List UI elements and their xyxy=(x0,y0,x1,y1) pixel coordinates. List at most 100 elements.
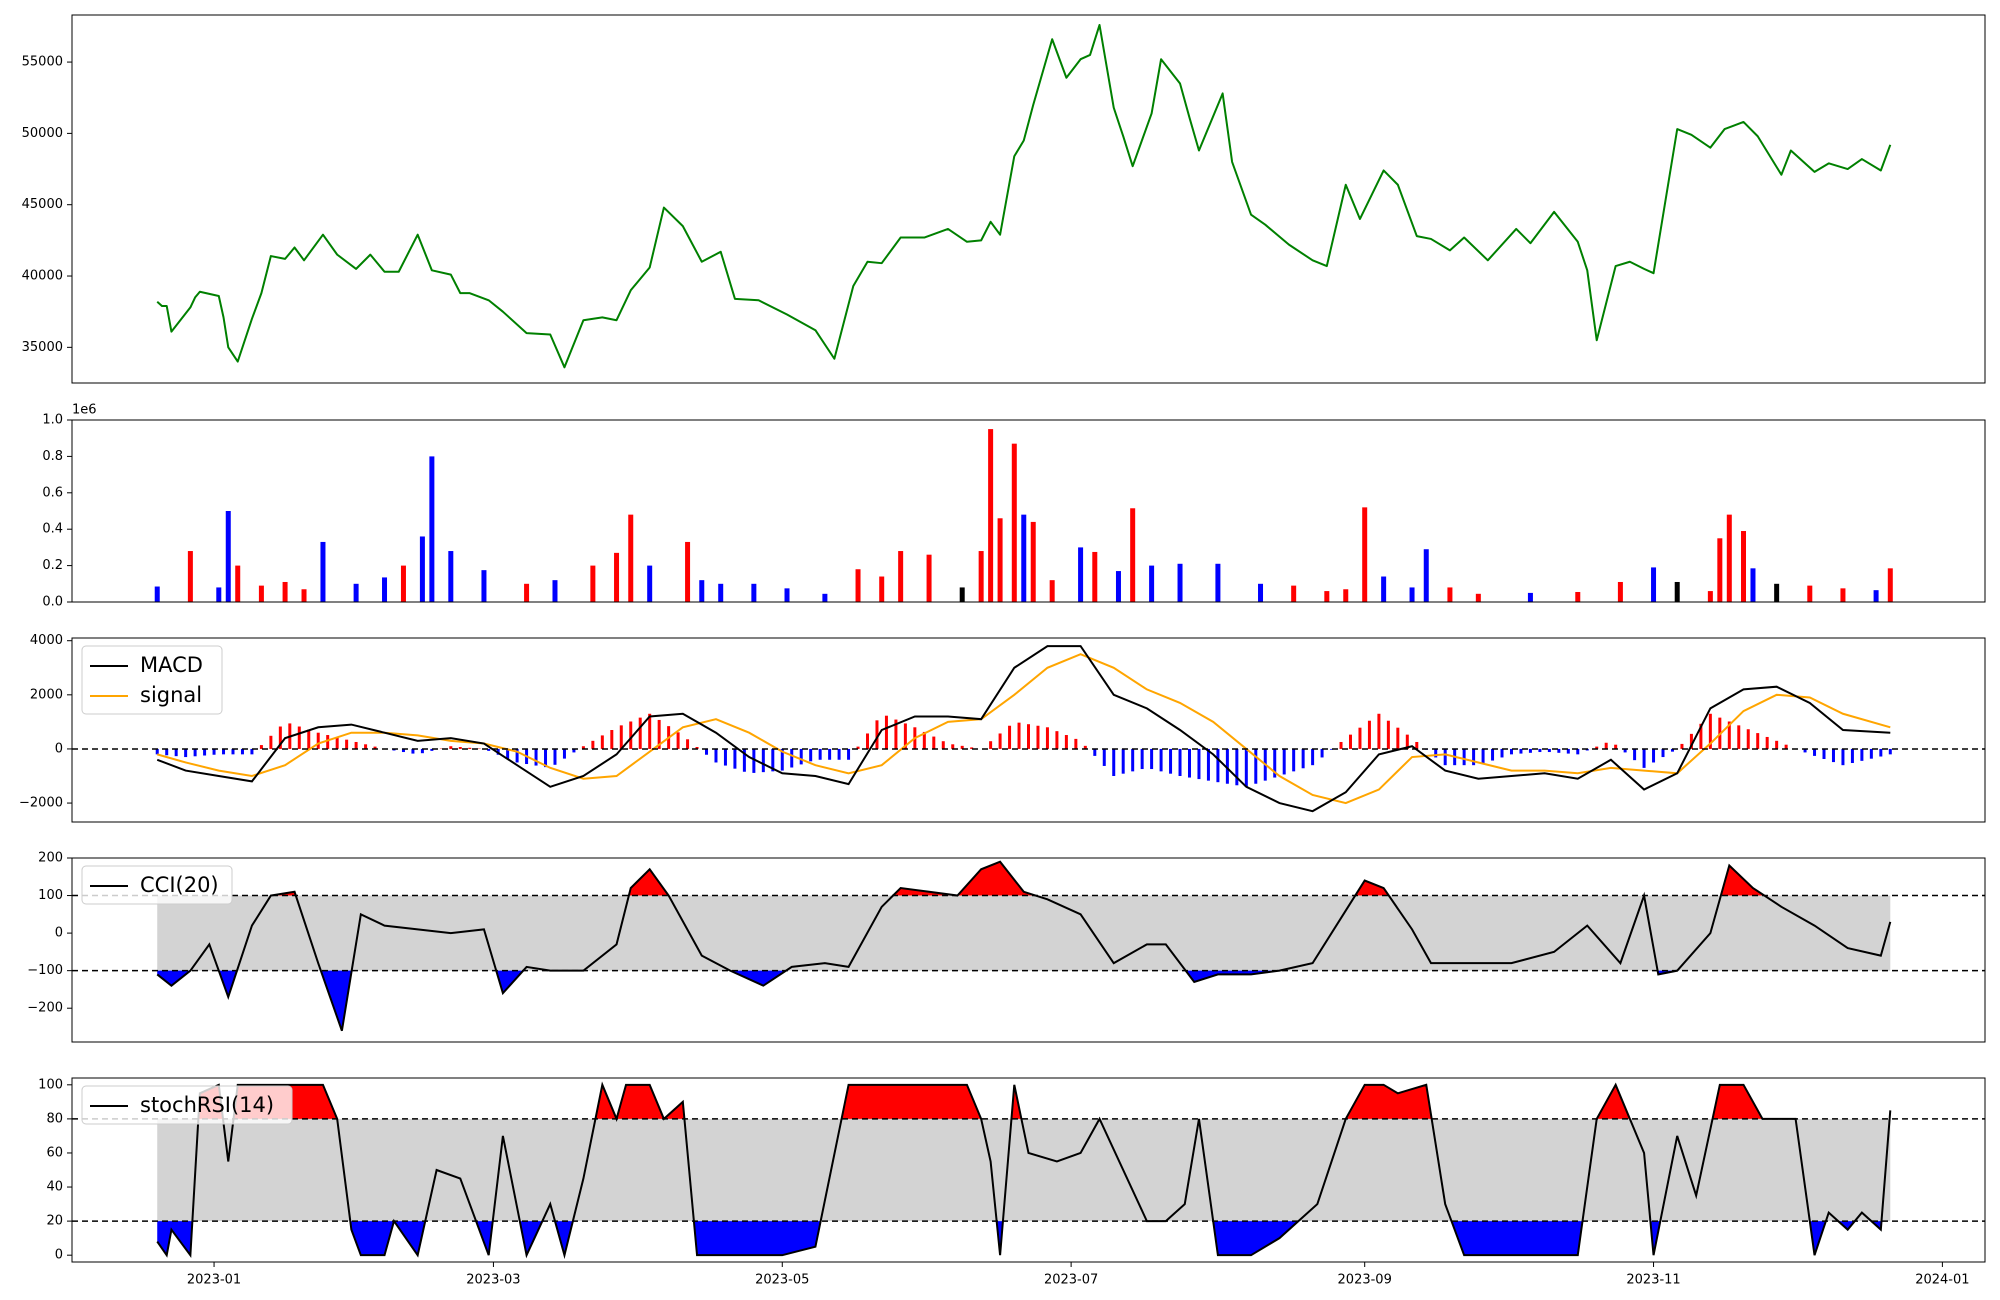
volume-bar xyxy=(1021,514,1027,602)
volume-bar xyxy=(353,583,359,602)
volume-bar xyxy=(1741,531,1747,602)
y-tick-label: 100 xyxy=(38,1077,63,1092)
histogram-bar xyxy=(771,748,775,772)
histogram-bar xyxy=(335,737,339,749)
histogram-bar xyxy=(562,748,566,759)
volume-bar xyxy=(1423,549,1429,602)
histogram-bar xyxy=(1860,748,1864,761)
histogram-bar xyxy=(1850,748,1854,764)
volume-bar xyxy=(1873,590,1879,602)
histogram-bar xyxy=(922,731,926,749)
histogram-bar xyxy=(1547,748,1551,753)
volume-bar xyxy=(1774,583,1780,602)
volume-bar xyxy=(382,577,388,602)
histogram-bar xyxy=(657,719,661,749)
histogram-bar xyxy=(610,730,614,749)
overbought-fill xyxy=(1355,880,1389,896)
histogram-bar xyxy=(932,736,936,749)
histogram-bar xyxy=(193,748,197,757)
histogram-bar xyxy=(297,726,301,749)
histogram-bar xyxy=(695,747,699,749)
histogram-bar xyxy=(1112,748,1116,776)
histogram-bar xyxy=(1538,748,1542,753)
histogram-bar xyxy=(1813,748,1817,756)
histogram-bar xyxy=(951,744,955,749)
histogram-bar xyxy=(458,747,462,749)
histogram-bar xyxy=(1822,748,1826,759)
histogram-bar xyxy=(1405,734,1409,749)
legend-label: CCI(20) xyxy=(140,873,219,897)
histogram-bar xyxy=(155,748,159,755)
volume-bar xyxy=(1258,583,1264,602)
histogram-bar xyxy=(1500,748,1504,758)
histogram-bar xyxy=(392,748,396,751)
oversold-fill xyxy=(157,1221,193,1256)
histogram-bar xyxy=(686,739,690,749)
histogram-bar xyxy=(165,748,169,756)
y-tick-label: 0.4 xyxy=(42,522,63,537)
y-tick-label: 50000 xyxy=(22,126,63,141)
volume-bar xyxy=(1030,521,1036,602)
histogram-bar xyxy=(269,735,273,749)
volume-bar xyxy=(718,583,724,602)
histogram-bar xyxy=(1670,748,1674,752)
histogram-bar xyxy=(1443,748,1447,766)
histogram-bar xyxy=(1462,748,1466,766)
y-tick-label: 200 xyxy=(38,851,63,866)
histogram-bar xyxy=(989,741,993,749)
histogram-bar xyxy=(468,747,472,749)
histogram-bar xyxy=(307,729,311,749)
histogram-bar xyxy=(1017,722,1021,749)
overbought-fill xyxy=(1596,1084,1630,1119)
volume-bar xyxy=(225,511,231,602)
volume-bar xyxy=(590,565,596,602)
volume-bar xyxy=(1475,593,1481,602)
histogram-bar xyxy=(1434,748,1438,758)
histogram-bar xyxy=(1576,748,1580,755)
histogram-bar xyxy=(1377,713,1381,749)
histogram-bar xyxy=(1036,725,1040,749)
volume-bar xyxy=(926,554,932,602)
histogram-bar xyxy=(354,741,358,749)
overbought-fill xyxy=(1720,865,1765,896)
x-tick-label: 2023-07 xyxy=(1044,1273,1098,1288)
histogram-bar xyxy=(1509,748,1513,755)
histogram-bar xyxy=(790,748,794,768)
oversold-fill xyxy=(157,970,191,986)
histogram-bar xyxy=(1330,748,1334,750)
histogram-bar xyxy=(1150,748,1154,770)
volume-bar xyxy=(685,541,691,602)
volume-bar xyxy=(699,580,705,602)
histogram-bar xyxy=(1661,748,1665,758)
histogram-bar xyxy=(401,748,405,753)
panel-frame xyxy=(71,1077,1986,1263)
histogram-bar xyxy=(449,746,453,749)
histogram-bar xyxy=(941,741,945,749)
histogram-bar xyxy=(1140,748,1144,770)
histogram-bar xyxy=(1254,748,1258,784)
histogram-bar xyxy=(1131,748,1135,772)
histogram-bar xyxy=(1386,720,1390,749)
histogram-bar xyxy=(1775,740,1779,749)
histogram-bar xyxy=(553,748,557,765)
volume-bar xyxy=(1717,538,1723,602)
histogram-bar xyxy=(1699,723,1703,749)
overbought-fill xyxy=(1345,1084,1432,1119)
x-tick-label: 2023-03 xyxy=(466,1273,520,1288)
histogram-bar xyxy=(1064,735,1068,749)
histogram-bar xyxy=(1055,731,1059,749)
volume-bar xyxy=(301,589,307,602)
histogram-bar xyxy=(1169,748,1173,774)
histogram-bar xyxy=(1083,745,1087,749)
volume-bar xyxy=(552,580,558,602)
histogram-bar xyxy=(1159,748,1163,772)
histogram-bar xyxy=(733,748,737,769)
histogram-bar xyxy=(1803,748,1807,753)
histogram-bar xyxy=(420,748,424,754)
histogram-bar xyxy=(723,748,727,766)
y-tick-label: 4000 xyxy=(30,633,63,648)
volume-bar xyxy=(524,583,530,602)
stochrsi-line xyxy=(156,1081,1892,1260)
histogram-bar xyxy=(619,725,623,749)
histogram-bar xyxy=(1093,748,1097,756)
